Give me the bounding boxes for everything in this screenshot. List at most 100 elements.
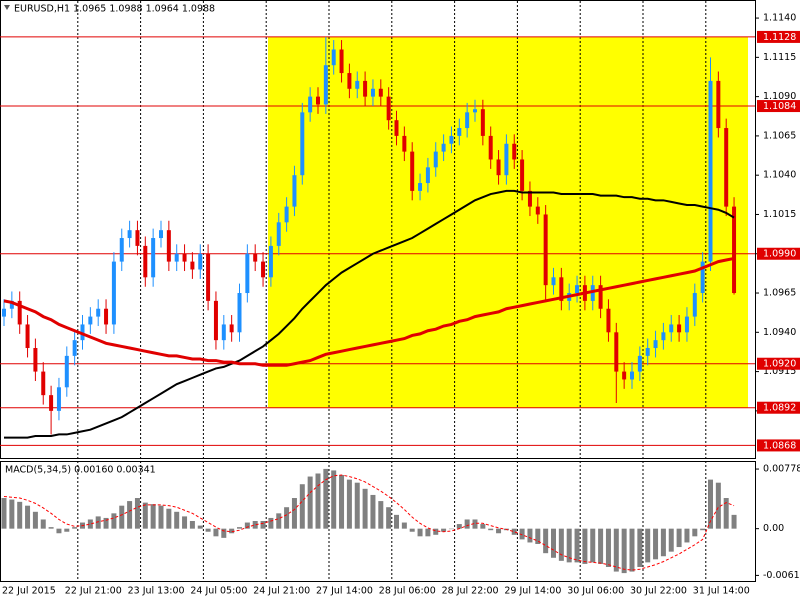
candle-body <box>661 332 666 341</box>
candle-body <box>261 261 266 278</box>
x-tick-label: 30 Jul 06:00 <box>567 586 624 597</box>
macd-bar <box>488 528 494 531</box>
candle-body <box>394 120 399 136</box>
y-tick-label: 1.1115 <box>763 52 796 63</box>
macd-bar <box>598 528 604 564</box>
signal-line <box>3 474 735 571</box>
indicator-title: MACD(5,34,5) 0.00160 0.00341 <box>5 465 156 476</box>
candle-body <box>622 371 627 380</box>
macd-bar <box>40 519 46 529</box>
candle-body <box>488 135 493 160</box>
macd-bar <box>291 498 297 529</box>
macd-bar <box>244 522 250 529</box>
macd-bar <box>480 524 486 529</box>
candle-body <box>370 88 375 97</box>
macd-bar <box>637 528 643 567</box>
macd-bar <box>464 519 470 529</box>
candle-body <box>213 300 218 341</box>
candle-body <box>363 80 368 97</box>
y-tick-label: 1.0940 <box>763 327 796 338</box>
candle-body <box>347 73 352 89</box>
candle-body <box>716 80 721 129</box>
candle-body <box>465 112 470 129</box>
macd-bar <box>590 528 596 563</box>
level-price-label: 1.0990 <box>763 249 796 260</box>
candle-body <box>190 261 195 270</box>
macd-bar <box>708 479 713 529</box>
candle-body <box>630 371 634 380</box>
candle-body <box>308 96 313 113</box>
macd-bar <box>346 479 352 529</box>
candle-body <box>684 316 689 333</box>
macd-bar <box>660 528 666 557</box>
candle-body <box>56 387 61 411</box>
macd-bar <box>700 528 706 531</box>
candle-body <box>182 253 187 262</box>
candle-body <box>433 151 438 168</box>
candle-body <box>17 300 22 325</box>
macd-bar <box>119 505 125 529</box>
moving-average <box>4 189 735 439</box>
macd-bar <box>237 527 242 529</box>
macd-bar <box>527 528 533 543</box>
macd-bar <box>87 519 93 529</box>
macd-bar <box>17 501 23 529</box>
macd-bar <box>56 528 62 534</box>
macd-bar <box>582 528 588 564</box>
macd-bar <box>441 528 447 532</box>
macd-bar <box>72 527 78 529</box>
candle-body <box>268 245 273 278</box>
y-tick-label: 1.1040 <box>763 170 796 181</box>
macd-bar <box>127 501 133 529</box>
macd-bar <box>425 528 431 537</box>
x-tick-label: 30 Jul 22:00 <box>630 586 687 597</box>
x-tick-label: 22 Jul 2015 <box>2 586 56 597</box>
macd-bar <box>95 516 101 529</box>
level-price-label: 1.0868 <box>763 440 796 451</box>
level-price-box <box>757 247 800 260</box>
candle-body <box>543 214 548 286</box>
symbol-icon <box>4 5 10 10</box>
candle-body <box>88 316 93 325</box>
candle-body <box>457 128 462 136</box>
candle-body <box>700 261 705 294</box>
candle-body <box>119 238 124 262</box>
macd-bar <box>558 528 564 561</box>
level-price-label: 1.0892 <box>763 403 796 414</box>
y-tick-label: 1.1140 <box>763 13 796 24</box>
candle-body <box>512 143 517 160</box>
macd-bar <box>323 468 329 529</box>
x-tick-label: 29 Jul 14:00 <box>504 586 561 597</box>
candle-body <box>64 355 69 388</box>
macd-bar <box>150 504 156 529</box>
macd-bar <box>158 505 164 529</box>
macd-bar <box>551 528 556 558</box>
y-tick-label: 1.0965 <box>763 288 796 299</box>
candle-body <box>331 49 336 66</box>
macd-bar <box>723 498 729 529</box>
macd-bar <box>174 511 180 529</box>
macd-bar <box>284 507 290 529</box>
level-price-label: 1.1128 <box>763 32 796 43</box>
candle-body <box>410 151 415 191</box>
macd-bar <box>1 498 7 529</box>
macd-bar <box>229 528 235 534</box>
macd-bar <box>409 528 415 532</box>
candle-body <box>198 253 203 270</box>
candle-body <box>316 96 320 105</box>
candle-body <box>606 308 611 333</box>
candle-body <box>127 230 132 239</box>
candle-body <box>653 340 658 349</box>
candle-body <box>111 261 116 325</box>
candle-body <box>276 222 281 246</box>
macd-bar <box>134 498 140 529</box>
candle-body <box>590 285 595 301</box>
candle-body <box>378 88 383 97</box>
macd-bar <box>331 470 337 529</box>
candle-body <box>386 96 391 121</box>
candle-body <box>527 190 532 207</box>
macd-bar <box>189 521 195 529</box>
price-panel-frame <box>0 0 756 459</box>
macd-bar <box>676 528 682 548</box>
